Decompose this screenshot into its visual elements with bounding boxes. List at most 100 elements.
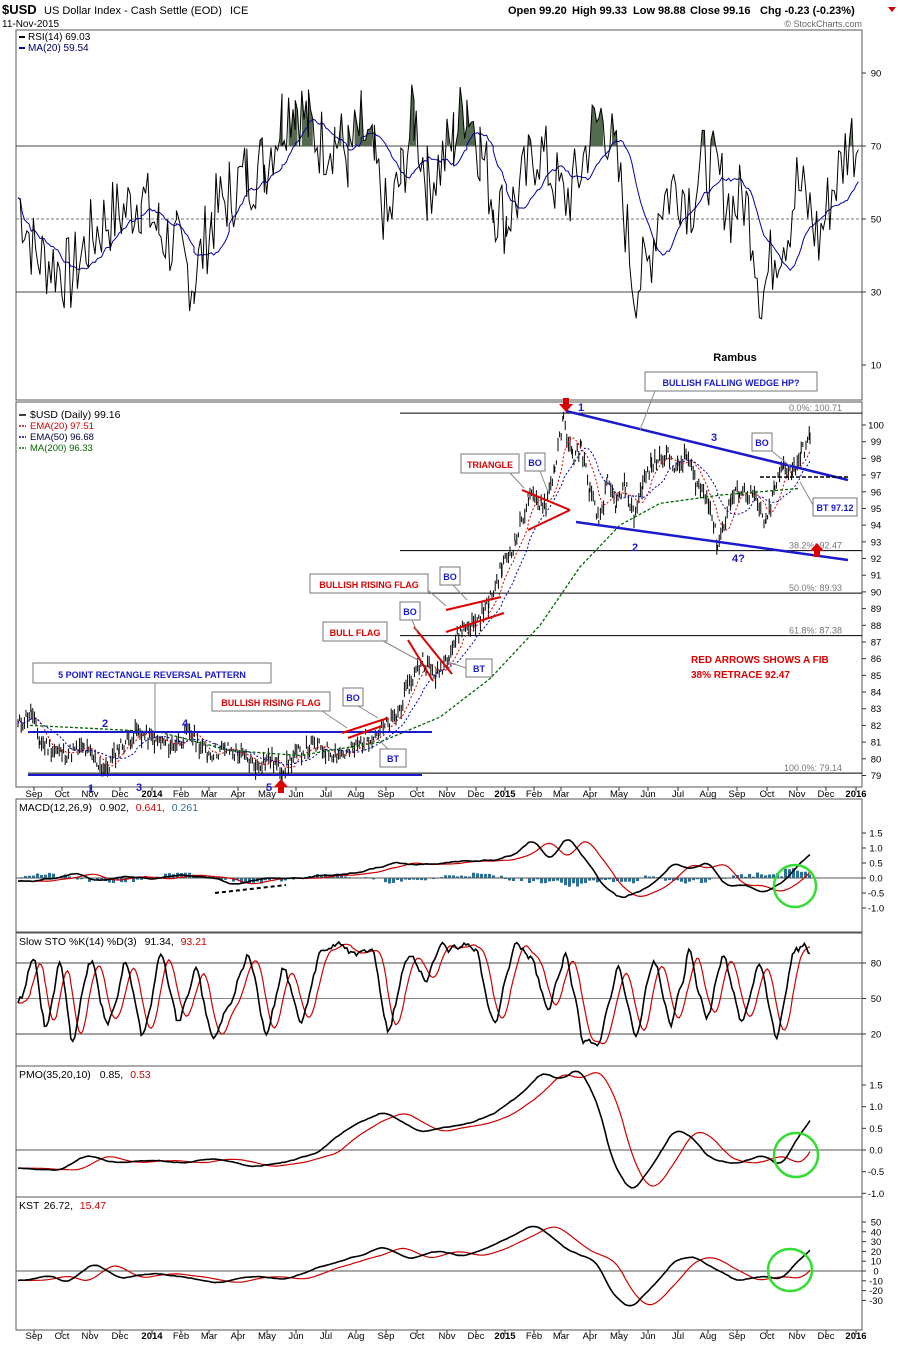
wave-label-4q: 4? bbox=[732, 553, 745, 565]
macd-ytick-label: 0.5 bbox=[869, 859, 882, 870]
kst-ytick-label: 10 bbox=[871, 1257, 882, 1268]
price-ytick-label: 88 bbox=[871, 621, 882, 632]
x-axis-label-top: Apr bbox=[583, 789, 598, 800]
x-axis-label-top: May bbox=[610, 789, 628, 800]
callout-line bbox=[322, 711, 347, 728]
x-axis-label-top: Nov bbox=[82, 789, 99, 800]
x-axis-label-bottom: 2016 bbox=[845, 1331, 866, 1342]
price-panel-frame bbox=[16, 402, 862, 787]
price-ytick-label: 100 bbox=[868, 421, 884, 432]
x-axis-label-bottom: Mar bbox=[553, 1331, 569, 1342]
x-axis-label-top: Jun bbox=[640, 789, 655, 800]
macd-signal-line bbox=[18, 842, 810, 897]
x-axis-label-top: Sep bbox=[26, 789, 43, 800]
rsi-ytick-label: 70 bbox=[871, 142, 882, 153]
macd-histogram-bar bbox=[628, 878, 631, 882]
macd-histogram-bar bbox=[684, 878, 687, 884]
macd-histogram-bar bbox=[36, 874, 39, 878]
macd-histogram-bar bbox=[584, 878, 587, 883]
pmo-main-line bbox=[18, 1071, 810, 1188]
macd-histogram-bar bbox=[560, 878, 563, 883]
kst-ytick-label: 20 bbox=[871, 1247, 882, 1258]
x-axis-label-top: Nov bbox=[439, 789, 456, 800]
x-axis-label-bottom: Dec bbox=[112, 1331, 129, 1342]
triangle-bottom bbox=[528, 510, 570, 530]
change-value: Chg -0.23 (-0.23%) bbox=[760, 5, 855, 17]
macd-histogram-bar bbox=[612, 878, 615, 882]
macd-histogram-bar bbox=[400, 878, 403, 882]
bo-label-3: BO bbox=[443, 572, 457, 582]
macd-histogram-bar bbox=[480, 874, 483, 878]
x-axis-label-bottom: Oct bbox=[410, 1331, 425, 1342]
macd-histogram-bar bbox=[548, 878, 551, 881]
corner-arrow-icon bbox=[888, 7, 896, 12]
bull-flag-label: BULL FLAG bbox=[330, 628, 381, 638]
macd-histogram-bar bbox=[632, 878, 635, 883]
macd-ytick-label: 0.0 bbox=[869, 874, 882, 885]
rsi-legend: RSI(14) 69.03 bbox=[28, 32, 91, 43]
x-axis-label-top: 2016 bbox=[845, 789, 866, 800]
macd-histogram-bar bbox=[476, 873, 479, 878]
triangle-label: TRIANGLE bbox=[467, 460, 513, 470]
callout-line bbox=[428, 590, 446, 606]
x-axis-label-bottom: Apr bbox=[231, 1331, 246, 1342]
x-axis-label-bottom: Feb bbox=[173, 1331, 189, 1342]
kst-ytick-label: 50 bbox=[871, 1218, 882, 1229]
instrument-name: US Dollar Index - Cash Settle (EOD) bbox=[44, 5, 222, 17]
sto-ytick-label: 20 bbox=[871, 1030, 882, 1041]
wave-label-2: 2 bbox=[632, 542, 638, 554]
kst-panel-frame bbox=[16, 1197, 862, 1330]
macd-histogram-bar bbox=[784, 869, 787, 878]
macd-histogram-bar bbox=[620, 878, 623, 882]
rsi-ma20-line bbox=[18, 119, 858, 270]
price-ytick-label: 97 bbox=[871, 471, 882, 482]
rsi-ytick-label: 90 bbox=[871, 69, 882, 80]
pmo-ytick-label: -1.0 bbox=[868, 1189, 884, 1200]
wave-label-2: 2 bbox=[102, 718, 108, 730]
price-ytick-label: 93 bbox=[871, 537, 882, 548]
x-axis-label-top: Oct bbox=[760, 789, 775, 800]
macd-legend: 0.261 bbox=[172, 802, 198, 814]
macd-panel-frame bbox=[16, 799, 862, 932]
ema20-legend: EMA(20) 97.51 bbox=[30, 421, 94, 432]
x-axis-label-top: Oct bbox=[410, 789, 425, 800]
macd-histogram-bar bbox=[796, 871, 799, 878]
macd-histogram-bar bbox=[544, 878, 547, 883]
rsi-ma-legend: MA(20) 59.54 bbox=[28, 43, 89, 54]
x-axis-label-top: Feb bbox=[526, 789, 542, 800]
macd-histogram-bar bbox=[700, 878, 703, 883]
pmo-ytick-label: 1.5 bbox=[869, 1081, 882, 1092]
price-ytick-label: 83 bbox=[871, 704, 882, 715]
macd-histogram-bar bbox=[800, 872, 803, 878]
fib-level-label: 50.0%: 89.93 bbox=[789, 583, 842, 593]
macd-ytick-label: -1.0 bbox=[868, 904, 884, 915]
x-axis-label-top: Apr bbox=[231, 789, 246, 800]
fib-level-label: 61.8%: 87.38 bbox=[789, 626, 842, 636]
x-axis-label-bottom: Mar bbox=[201, 1331, 217, 1342]
sto-legend: 91.34, bbox=[145, 936, 174, 948]
price-ytick-label: 82 bbox=[871, 721, 882, 732]
price-ytick-label: 89 bbox=[871, 604, 882, 615]
macd-histogram-bar bbox=[472, 873, 475, 878]
macd-histogram-bar bbox=[688, 878, 691, 882]
fib-note-line2: 38% RETRACE 92.47 bbox=[691, 670, 790, 681]
x-axis-label-bottom: Jun bbox=[288, 1331, 303, 1342]
ema50-legend: EMA(50) 96.68 bbox=[30, 432, 94, 443]
callout-line bbox=[358, 706, 378, 718]
price-ytick-label: 99 bbox=[871, 437, 882, 448]
price-ytick-label: 85 bbox=[871, 671, 882, 682]
x-axis-label-top: Aug bbox=[348, 789, 365, 800]
x-axis-label-top: Dec bbox=[112, 789, 129, 800]
price-ytick-label: 96 bbox=[871, 487, 882, 498]
x-axis-label-bottom: Sep bbox=[729, 1331, 746, 1342]
wedge-title: BULLISH FALLING WEDGE HP? bbox=[663, 378, 800, 388]
macd-legend: 0.902, bbox=[100, 802, 129, 814]
macd-legend: MACD(12,26,9) bbox=[19, 802, 92, 814]
pmo-ytick-label: 1.0 bbox=[869, 1102, 882, 1113]
price-ytick-label: 80 bbox=[871, 754, 882, 765]
rectangle-pattern-title: 5 POINT RECTANGLE REVERSAL PATTERN bbox=[58, 670, 246, 680]
x-axis-label-bottom: Sep bbox=[378, 1331, 395, 1342]
ma200-line bbox=[30, 488, 800, 755]
x-axis-label-bottom: May bbox=[258, 1331, 276, 1342]
macd-histogram-bar bbox=[540, 878, 543, 883]
